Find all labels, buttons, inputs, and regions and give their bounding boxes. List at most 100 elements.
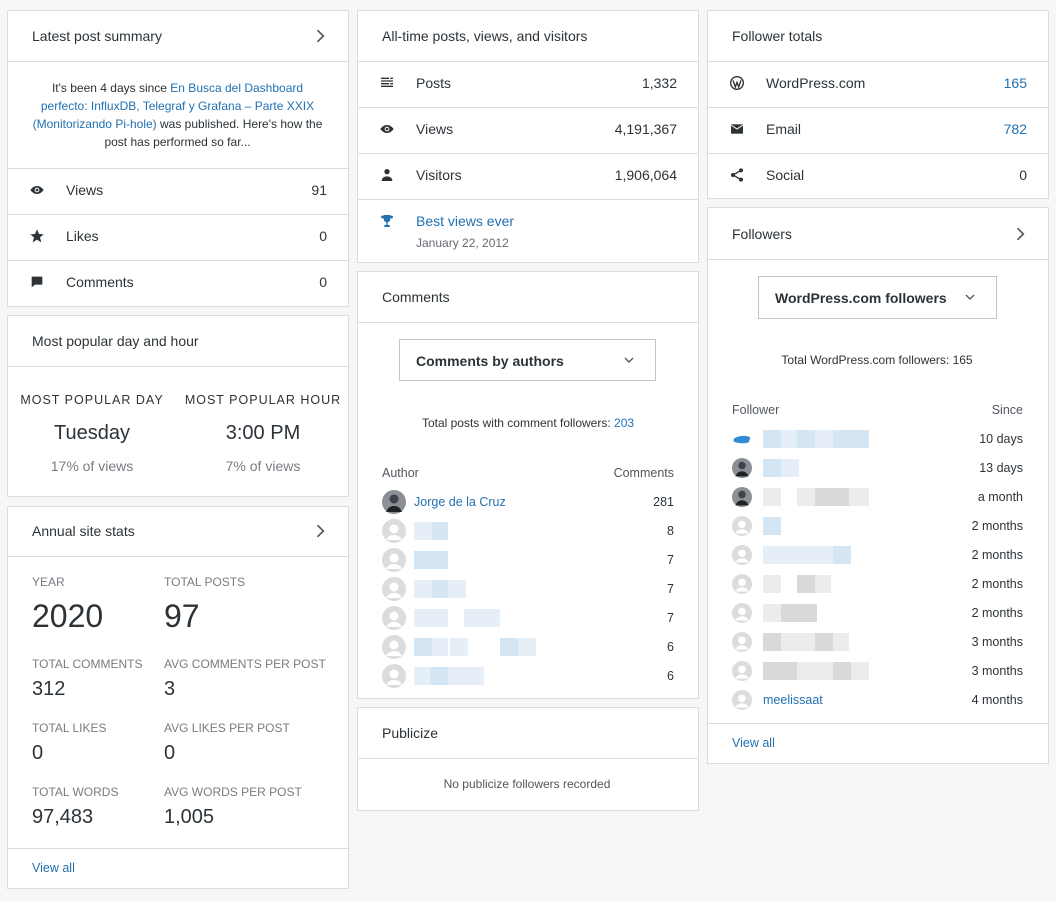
- total-line: Total posts with comment followers: 203: [357, 414, 699, 432]
- row-label: Views: [416, 121, 454, 137]
- column-header: Author: [382, 466, 419, 480]
- avatar: [382, 664, 406, 688]
- row-label: Likes: [66, 228, 99, 244]
- redacted-name: [432, 638, 448, 656]
- row-label: Comments: [66, 274, 134, 290]
- column-header: Follower: [732, 403, 780, 417]
- best-views-link[interactable]: Best views ever: [416, 213, 515, 229]
- redacted-name: [414, 667, 430, 685]
- divider: [708, 107, 1048, 108]
- redacted-name: [815, 546, 833, 564]
- avatar: [732, 574, 752, 594]
- divider: [8, 848, 348, 849]
- row-icon: [381, 77, 393, 87]
- card: [707, 10, 1049, 199]
- stat-value: 3:00 PM: [225, 422, 301, 444]
- avatar: [732, 661, 752, 681]
- card: [357, 707, 699, 811]
- redacted-name: [414, 522, 432, 540]
- dropdown-label[interactable]: WordPress.com followers: [775, 290, 947, 306]
- row-value: 0: [1019, 167, 1027, 183]
- comment-count: 7: [667, 611, 674, 625]
- stat-value: 97: [164, 597, 200, 634]
- stat-label: TOTAL WORDS: [32, 784, 119, 799]
- redacted-name: [430, 667, 448, 685]
- redacted-name: [414, 609, 432, 627]
- stat-label: TOTAL LIKES: [32, 720, 107, 735]
- stat-label: TOTAL POSTS: [164, 574, 246, 589]
- post-link[interactable]: En Busca del Dashboard perfecto: InfluxD…: [32, 81, 315, 131]
- divider: [358, 199, 698, 200]
- avatar: [732, 458, 752, 478]
- stat-value: Tuesday: [54, 422, 130, 444]
- best-views-date: January 22, 2012: [416, 235, 509, 250]
- card-title[interactable]: Annual site stats: [32, 523, 135, 539]
- card-title[interactable]: Followers: [732, 226, 792, 242]
- redacted-name: [815, 488, 833, 506]
- redacted-name: [833, 488, 849, 506]
- redacted-name: [833, 430, 849, 448]
- total-value[interactable]: 203: [614, 416, 635, 430]
- follower-since: 4 months: [971, 693, 1023, 707]
- follower-since: 2 months: [971, 519, 1023, 533]
- redacted-name: [833, 662, 851, 680]
- summary-text: was published. Here's how the post has p…: [104, 117, 323, 149]
- row-icon: [381, 169, 393, 181]
- comment-count: 281: [653, 495, 674, 509]
- divider: [708, 153, 1048, 154]
- stat-value: 0: [164, 742, 176, 764]
- follower-since: 2 months: [971, 577, 1023, 591]
- row-value[interactable]: 782: [1003, 121, 1027, 137]
- divider: [708, 259, 1048, 260]
- stat-value: 97,483: [32, 806, 94, 828]
- dropdown-label[interactable]: Comments by authors: [416, 353, 564, 369]
- dropdown-arrow[interactable]: [621, 352, 637, 368]
- dropdown[interactable]: [758, 276, 997, 319]
- total-line: Total WordPress.com followers: 165: [781, 352, 973, 367]
- chevron-icon[interactable]: [310, 521, 330, 541]
- author-name[interactable]: Jorge de la Cruz: [414, 495, 506, 509]
- redacted-name: [763, 604, 781, 622]
- follower-since: 3 months: [971, 635, 1023, 649]
- card-title[interactable]: Latest post summary: [32, 28, 162, 44]
- chevron-icon[interactable]: [310, 26, 330, 46]
- stat-value: 1,005: [164, 806, 215, 828]
- redacted-name: [432, 551, 448, 569]
- redacted-name: [781, 662, 797, 680]
- redacted-name: [763, 488, 781, 506]
- avatar: [732, 690, 752, 710]
- redacted-name: [815, 633, 833, 651]
- follower-since: 10 days: [979, 432, 1023, 446]
- row-label: Social: [766, 167, 805, 183]
- row-label: Email: [766, 121, 802, 137]
- divider: [708, 61, 1048, 62]
- avatar: [382, 548, 406, 572]
- view-all-link[interactable]: View all: [732, 736, 775, 750]
- divider: [8, 556, 348, 557]
- follower-name[interactable]: meelissaat: [763, 693, 823, 707]
- card: [7, 506, 349, 889]
- avatar: [732, 603, 752, 623]
- dropdown-arrow[interactable]: [962, 289, 978, 305]
- avatar: [732, 487, 752, 507]
- row-value[interactable]: 165: [1003, 75, 1027, 91]
- redacted-name: [763, 459, 781, 477]
- row-label: Posts: [416, 75, 452, 91]
- comment-count: 7: [667, 582, 674, 596]
- redacted-name: [797, 575, 815, 593]
- redacted-name: [763, 546, 781, 564]
- redacted-name: [797, 662, 815, 680]
- view-all-link[interactable]: View all: [32, 861, 75, 875]
- card: [357, 271, 699, 699]
- redacted-name: [432, 609, 448, 627]
- avatar: [732, 545, 752, 565]
- avatar: [732, 632, 752, 652]
- redacted-name: [432, 522, 448, 540]
- dropdown[interactable]: [399, 339, 656, 381]
- redacted-name: [518, 638, 536, 656]
- chevron-icon[interactable]: [1010, 224, 1030, 244]
- redacted-name: [849, 430, 869, 448]
- stat-label: YEAR: [32, 574, 65, 589]
- redacted-name: [763, 633, 781, 651]
- summary-text: It's been 4 days since: [51, 81, 171, 95]
